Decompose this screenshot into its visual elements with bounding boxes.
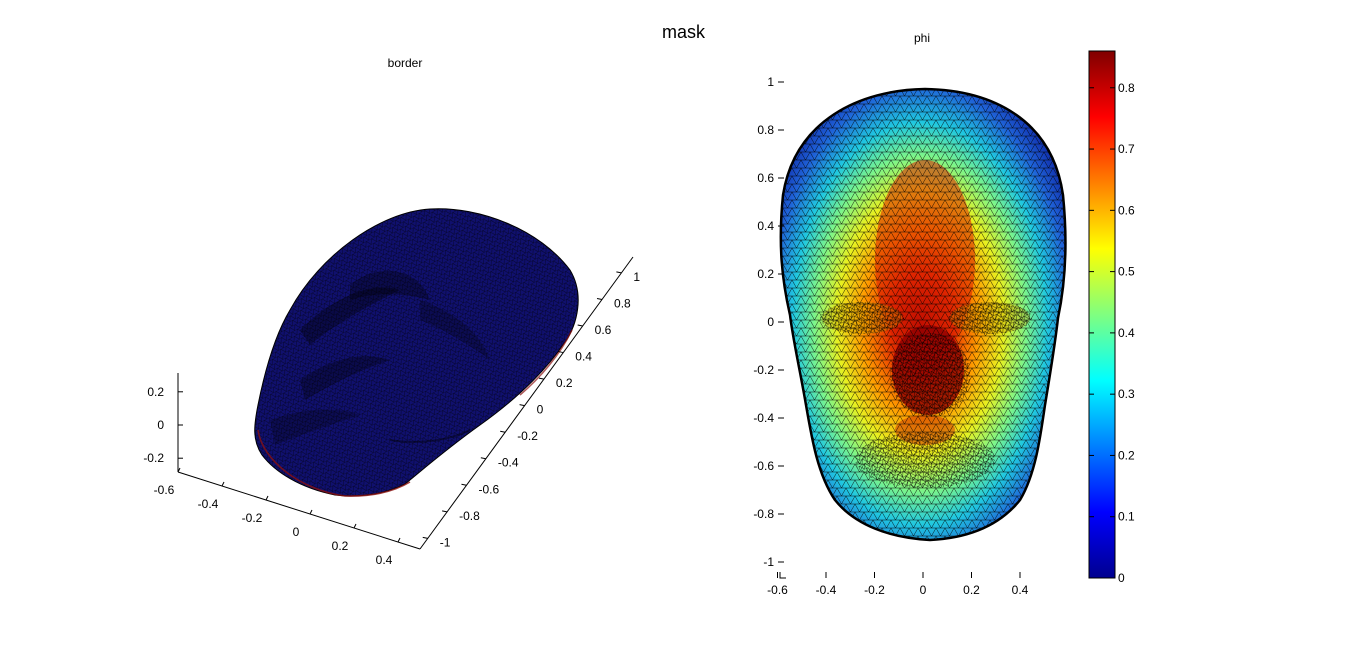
x-tick-label: 0 [293, 525, 300, 539]
phi-y-tick-label: 1 [767, 75, 774, 89]
colorbar-tick-label: 0.1 [1118, 510, 1135, 524]
phi-y-tick-label: -0.8 [753, 507, 774, 521]
colorbar-gradient [1088, 50, 1116, 579]
x-tick [221, 481, 225, 487]
x-tick-label: 0.4 [376, 553, 393, 567]
colorbar-tick-label: 0.3 [1118, 387, 1135, 401]
phi-x-tick-label: 0.4 [1012, 583, 1029, 597]
colorbar-tick-label: 0.7 [1118, 142, 1135, 156]
y-tick [577, 324, 583, 327]
phi-y-tick-label: -1 [763, 555, 774, 569]
y-tick-label: 0.6 [595, 323, 612, 337]
x-tick-label: -0.2 [242, 511, 263, 525]
phi-y-tick-label: 0.6 [757, 171, 774, 185]
x-tick-label: -0.4 [198, 497, 219, 511]
colorbar-tick-label: 0.4 [1118, 326, 1135, 340]
y-tick-label: -0.6 [478, 482, 499, 496]
x-tick-label: 0.2 [332, 539, 349, 553]
x-tick [265, 495, 269, 501]
y-tick [500, 430, 506, 433]
y-tick-label: 0.2 [556, 376, 573, 390]
x-ticks: -0.6 -0.4 -0.2 0 0.2 0.4 [154, 467, 401, 567]
y-axis-line [419, 256, 634, 550]
axes-phi: phi [753, 31, 1135, 597]
z-tick-label: 0.2 [147, 385, 164, 399]
y-tick-label: -0.4 [498, 456, 519, 470]
y-tick-label: 0 [537, 403, 544, 417]
colorbar-tick-label: 0.8 [1118, 81, 1135, 95]
z-ticks: -0.2 0 0.2 [143, 385, 183, 465]
colorbar-ticks: 0 0.1 0.2 0.3 0.4 0.5 0.6 0.7 0.8 [1089, 81, 1135, 585]
phi-y-tick-label: -0.6 [753, 459, 774, 473]
phi-y-tick-label: 0.2 [757, 267, 774, 281]
colorbar-tick-label: 0.6 [1118, 203, 1135, 217]
x-tick [397, 537, 401, 543]
phi-x-tick-label: 0 [920, 583, 927, 597]
phi-surface [779, 87, 1067, 542]
axes-title-phi: phi [914, 31, 930, 45]
z-tick-label: -0.2 [143, 451, 164, 465]
y-tick [461, 483, 467, 486]
y-tick [596, 297, 603, 300]
y-tick [480, 457, 486, 460]
axes-border: border -0.2 0 0.2 [143, 56, 640, 567]
phi-y-tick-label: -0.2 [753, 363, 774, 377]
phi-y-tick-label: 0.4 [757, 219, 774, 233]
y-tick-label: 1 [633, 270, 640, 284]
phi-y-tick-label: 0.8 [757, 123, 774, 137]
y-tick [442, 510, 448, 513]
x-ticks-phi: -0.6 -0.4 -0.2 0 0.2 0.4 [767, 572, 1029, 597]
x-tick [309, 509, 313, 515]
x-tick-label: -0.6 [154, 483, 175, 497]
phi-x-tick-label: -0.6 [767, 583, 788, 597]
y-ticks: -1 -0.8 -0.6 -0.4 -0.2 0 0.20.40.60.81 [422, 270, 640, 549]
y-tick-label: 0.8 [614, 296, 631, 310]
y-tick [538, 377, 545, 380]
phi-x-tick-label: -0.4 [816, 583, 837, 597]
phi-x-tick-label: -0.2 [864, 583, 885, 597]
y-tick-label: -0.8 [459, 509, 480, 523]
colorbar-tick-label: 0 [1118, 571, 1125, 585]
colorbar: 0 0.1 0.2 0.3 0.4 0.5 0.6 0.7 0.8 [1088, 50, 1135, 585]
x-tick [177, 467, 181, 473]
phi-y-tick-label: 0 [767, 315, 774, 329]
x-axis-line [177, 471, 421, 550]
y-tick [616, 271, 622, 274]
z-tick-label: 0 [157, 418, 164, 432]
x-tick [353, 523, 357, 529]
colorbar-tick-label: 0.2 [1118, 448, 1135, 462]
axes-title-border: border [388, 56, 423, 70]
y-tick-label: -1 [440, 535, 451, 549]
y-tick [519, 404, 525, 407]
phi-x-tick-label: 0.2 [963, 583, 980, 597]
y-ticks-phi: -1 -0.8 -0.6 -0.4 -0.2 0 0.2 0.4 0.6 0.8 1 [753, 75, 784, 569]
phi-y-tick-label: -0.4 [753, 411, 774, 425]
face-surface-3d [254, 208, 579, 497]
y-tick [422, 536, 428, 539]
y-tick [558, 351, 564, 354]
y-tick-label: -0.2 [517, 429, 538, 443]
figure-title: mask [661, 22, 705, 42]
y-tick-label: 0.4 [575, 350, 592, 364]
colorbar-tick-label: 0.5 [1118, 265, 1135, 279]
